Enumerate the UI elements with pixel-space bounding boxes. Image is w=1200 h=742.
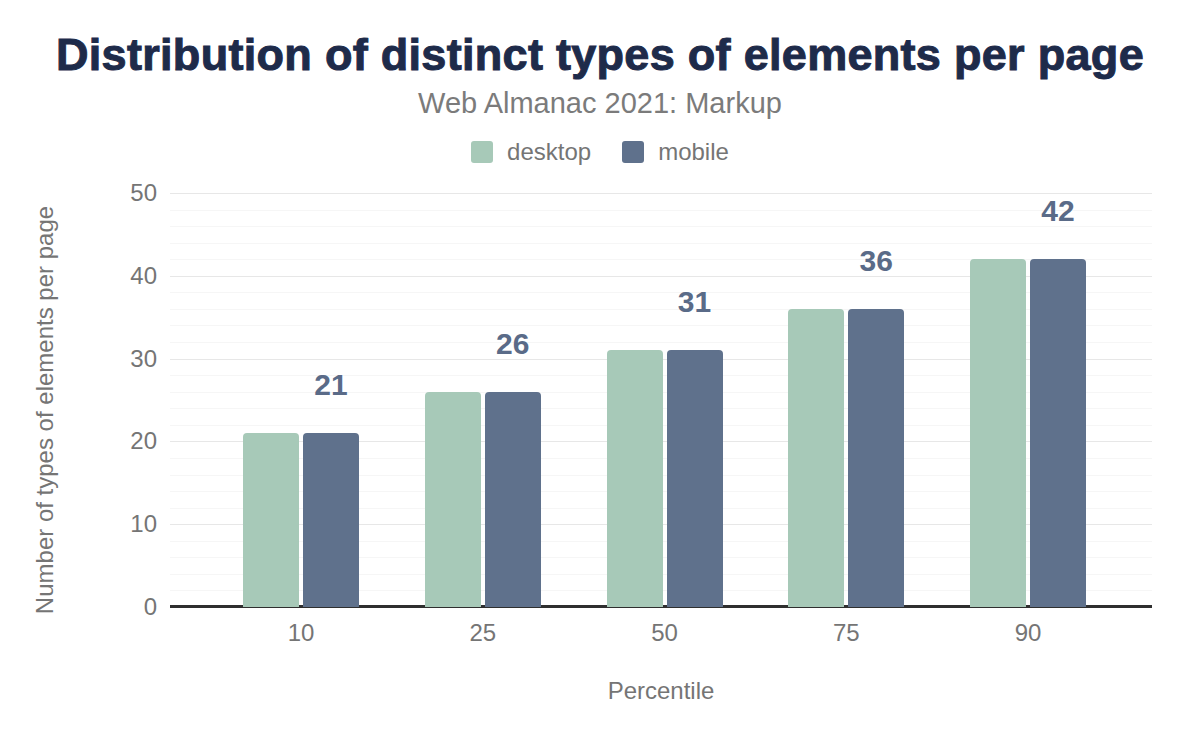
- chart-title: Distribution of distinct types of elemen…: [0, 32, 1200, 77]
- y-axis-title: Number of types of elements per page: [32, 160, 58, 660]
- x-tick-label: 90: [968, 620, 1088, 646]
- chart-subtitle: Web Almanac 2021: Markup: [0, 88, 1200, 118]
- y-tick-label: 50: [57, 181, 157, 205]
- y-tick-label: 10: [57, 512, 157, 536]
- mobile-bar: [303, 433, 359, 607]
- minor-gridline: [170, 226, 1152, 227]
- x-tick-label: 75: [786, 620, 906, 646]
- desktop-swatch: [471, 141, 493, 163]
- desktop-bar: [970, 259, 1026, 607]
- mobile-bar: [848, 309, 904, 607]
- y-tick-label: 30: [57, 347, 157, 371]
- mobile-bar: [485, 392, 541, 607]
- x-tick-label: 50: [605, 620, 725, 646]
- mobile-bar: [667, 350, 723, 607]
- bar-value-label: 26: [453, 329, 573, 359]
- desktop-bar: [607, 350, 663, 607]
- x-tick-label: 10: [241, 620, 361, 646]
- y-tick-label: 20: [57, 429, 157, 453]
- y-tick-label: 0: [57, 595, 157, 619]
- desktop-bar: [788, 309, 844, 607]
- bar-value-label: 42: [998, 196, 1118, 226]
- bar-value-label: 36: [816, 246, 936, 276]
- x-axis-title: Percentile: [170, 678, 1152, 704]
- legend-item-mobile: mobile: [622, 138, 729, 166]
- bar-value-label: 21: [271, 370, 391, 400]
- desktop-bar: [243, 433, 299, 607]
- legend-label: mobile: [658, 138, 729, 166]
- x-tick-label: 25: [423, 620, 543, 646]
- chart-figure: Distribution of distinct types of elemen…: [0, 0, 1200, 742]
- desktop-bar: [425, 392, 481, 607]
- legend-label: desktop: [507, 138, 591, 166]
- legend-item-desktop: desktop: [471, 138, 591, 166]
- major-gridline: [170, 193, 1152, 194]
- bar-value-label: 31: [635, 287, 755, 317]
- minor-gridline: [170, 243, 1152, 244]
- mobile-bar: [1030, 259, 1086, 607]
- legend: desktop mobile: [0, 138, 1200, 166]
- y-tick-label: 40: [57, 264, 157, 288]
- mobile-swatch: [622, 141, 644, 163]
